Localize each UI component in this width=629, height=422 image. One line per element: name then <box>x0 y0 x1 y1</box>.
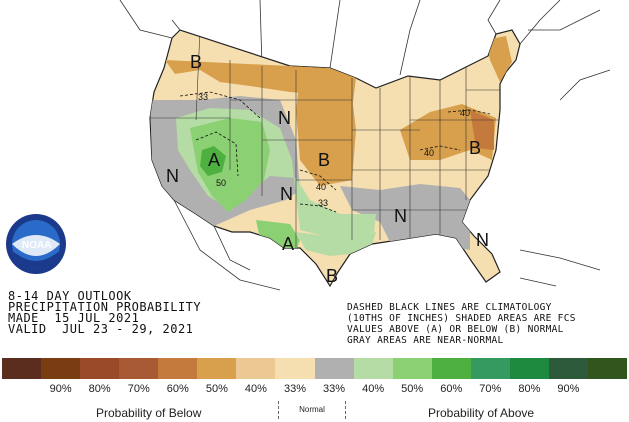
legend-label-spacer <box>588 383 627 397</box>
legend-normal-title: Normal <box>278 401 346 419</box>
legend-label: 60% <box>440 383 463 395</box>
legend-swatch <box>275 358 315 379</box>
contour-label-50-sw: 50 <box>216 178 226 188</box>
contour-label-33-west: 33 <box>198 92 208 102</box>
legend-label: 70% <box>127 383 150 395</box>
legend-swatch <box>80 358 120 379</box>
legend-label: 40% <box>244 383 267 395</box>
legend-swatch <box>314 358 354 379</box>
legend-label: 50% <box>205 383 228 395</box>
legend-label: 50% <box>401 383 424 395</box>
shade-near-normal-south <box>340 184 470 250</box>
map-label-n-rockies: N <box>278 108 291 128</box>
climatology-lines <box>179 91 491 213</box>
legend-swatch <box>509 358 549 379</box>
shade-below-40-north <box>165 60 356 110</box>
map-label-a-texas: A <box>282 234 294 254</box>
legend-above-title: Probability of Above <box>428 406 535 420</box>
shade-below-40-ne <box>486 36 512 82</box>
outlook-made-date: MADE 15 JUL 2021 <box>8 311 140 325</box>
map-label-n-central: N <box>280 184 293 204</box>
background-borders <box>119 0 611 291</box>
legend-label: 80% <box>518 383 541 395</box>
legend-swatch <box>236 358 276 379</box>
legend-label: 90% <box>49 383 72 395</box>
map-label-n-southeast: N <box>394 206 407 226</box>
shade-below-40-plains <box>296 76 356 186</box>
map-notes-block: DASHED BLACK LINES ARE CLIMATOLOGY (10TH… <box>347 302 576 346</box>
contour-label-40-mid: 40 <box>424 148 434 158</box>
precipitation-outlook-map: B B B B A A N N N N N 33 50 40 33 40 40 … <box>6 0 611 291</box>
legend-swatch <box>431 358 471 379</box>
legend-swatch <box>41 358 81 379</box>
legend-swatch <box>119 358 159 379</box>
legend-label: 80% <box>88 383 111 395</box>
legend-label: 40% <box>362 383 385 395</box>
map-label-a-southwest: A <box>208 150 220 170</box>
map-label-b-northeast: B <box>469 138 481 158</box>
contour-label-40-ohio: 40 <box>460 108 470 118</box>
map-label-b-plains: B <box>318 150 330 170</box>
note-line-3: VALUES ABOVE (A) OR BELOW (B) NORMAL <box>347 324 564 335</box>
legend-label: 60% <box>166 383 189 395</box>
legend-swatch <box>197 358 237 379</box>
legend-swatch <box>470 358 510 379</box>
note-line-2: (10THS OF INCHES) SHADED AREAS ARE FCS <box>347 313 576 324</box>
legend-percent-labels: 90% 80% 70% 60% 50% 40% 33% 33% 40% 50% 60% 70% 80% 9… <box>2 383 627 397</box>
legend-label: 70% <box>479 383 502 395</box>
noaa-logo-text: NOAA <box>22 240 51 251</box>
outlook-subtitle: PRECIPITATION PROBABILITY <box>8 300 202 314</box>
outlook-title-block: 8-14 DAY OUTLOOK PRECIPITATION PROBABILI… <box>8 289 202 336</box>
note-line-4: GRAY AREAS ARE NEAR-NORMAL <box>347 335 504 346</box>
legend-below-title: Probability of Below <box>96 406 202 420</box>
legend-label-spacer <box>2 383 41 397</box>
map-annotations: B B B B A A N N N N N 33 50 40 33 40 40 <box>166 52 489 286</box>
legend-label: 33% <box>283 383 306 395</box>
noaa-logo: NOAA <box>6 214 66 274</box>
note-line-1: DASHED BLACK LINES ARE CLIMATOLOGY <box>347 302 552 313</box>
legend-swatch <box>392 358 432 379</box>
legend-color-bar <box>2 358 627 379</box>
outlook-title: 8-14 DAY OUTLOOK <box>8 289 132 303</box>
map-label-n-florida: N <box>476 230 489 250</box>
shade-above-33-texas <box>296 232 376 256</box>
legend-label: 33% <box>323 383 346 395</box>
outlook-valid-dates: VALID JUL 23 - 29, 2021 <box>8 322 194 336</box>
legend-label: 90% <box>557 383 580 395</box>
shade-above-50-sw <box>200 146 226 176</box>
map-label-n-west: N <box>166 166 179 186</box>
contour-label-33-plains: 33 <box>318 198 328 208</box>
legend-swatch <box>158 358 198 379</box>
map-label-b-south-texas: B <box>326 266 338 286</box>
legend-swatch <box>587 358 627 379</box>
map-label-b-pacnw: B <box>190 52 202 72</box>
legend-swatch <box>2 358 42 379</box>
legend-swatch <box>353 358 393 379</box>
state-boundaries <box>150 30 506 250</box>
legend-swatch <box>548 358 588 379</box>
contour-label-40-plains: 40 <box>316 182 326 192</box>
